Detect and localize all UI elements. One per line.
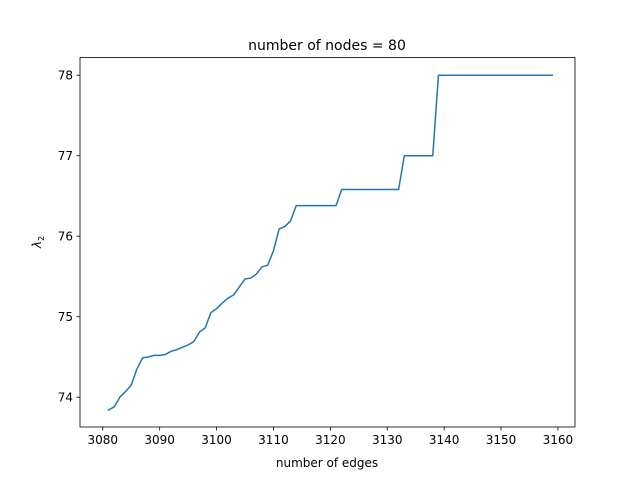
y-axis-label-symbol: λ <box>30 241 44 249</box>
y-tick-label: 76 <box>58 230 73 244</box>
x-tick-label: 3100 <box>201 433 232 447</box>
y-tick-label: 78 <box>58 69 73 83</box>
x-tick-label: 3160 <box>543 433 574 447</box>
y-tick-label: 77 <box>58 149 73 163</box>
y-tick-label: 75 <box>58 310 73 324</box>
x-tick-label: 3090 <box>144 433 175 447</box>
y-axis-label-subscript: 2 <box>37 236 46 241</box>
plot-area: 3080 3090 3100 3110 3120 3130 3140 3150 3160 74 75… <box>58 69 573 447</box>
x-tick-label: 3150 <box>486 433 517 447</box>
x-tick-label: 3140 <box>429 433 460 447</box>
x-axis-label: number of edges <box>276 456 378 470</box>
x-tick-label: 3110 <box>258 433 289 447</box>
y-tick-label: 74 <box>58 391 73 405</box>
x-tick-label: 3120 <box>315 433 346 447</box>
chart-title: number of nodes = 80 <box>248 38 406 54</box>
series-line <box>107 74 553 412</box>
axes-frame <box>79 57 576 428</box>
x-tick-label: 3080 <box>87 433 118 447</box>
x-tick-label: 3130 <box>372 433 403 447</box>
y-axis-label: λ2 <box>30 236 46 249</box>
